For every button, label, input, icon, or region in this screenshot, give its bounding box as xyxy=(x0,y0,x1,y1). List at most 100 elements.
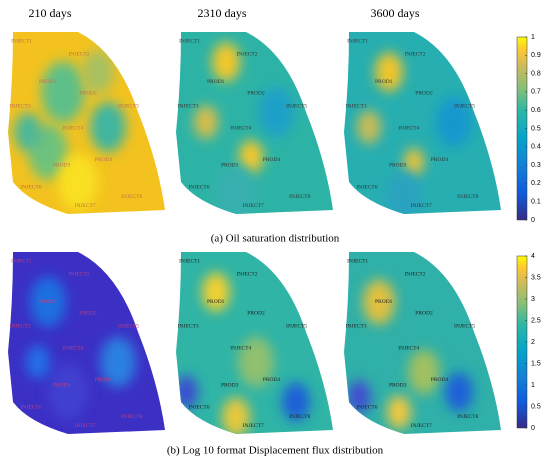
map-patch xyxy=(357,110,381,144)
well-label: PROD3 xyxy=(221,382,239,388)
map-patch xyxy=(212,42,240,82)
well-label: INJECT4 xyxy=(398,345,419,351)
colorbar-tick-label: 0.6 xyxy=(531,107,541,114)
well-label: INJECT6 xyxy=(356,185,377,191)
well-label: INJECT3 xyxy=(10,103,31,109)
colorbar-tick-label: 0 xyxy=(531,425,535,432)
well-label: INJECT3 xyxy=(178,103,199,109)
well-label: INJECT1 xyxy=(11,259,32,265)
map-patch xyxy=(82,49,114,95)
colorbar-tick-label: 0.5 xyxy=(531,125,541,132)
well-label: INJECT5 xyxy=(118,103,139,109)
well-label: PROD4 xyxy=(263,157,281,163)
well-label: PROD3 xyxy=(389,162,407,168)
field-map: INJECT1 INJECT2 PROD1 PROD2 INJECT3 INJECT5 IN… xyxy=(176,32,333,214)
map-patch xyxy=(238,336,274,388)
colorbar-tick-label: 1.5 xyxy=(531,360,541,367)
well-label: INJECT6 xyxy=(188,185,209,191)
well-label: INJECT5 xyxy=(118,323,139,329)
well-label: PROD1 xyxy=(375,79,393,85)
map-patch xyxy=(386,171,422,214)
well-label: PROD3 xyxy=(221,162,239,168)
field-map: INJECT1 INJECT2 PROD1 PROD2 INJECT3 INJECT5 IN… xyxy=(344,252,501,434)
colorbar-tick-label: 0.4 xyxy=(531,144,541,151)
column-title: 2310 days xyxy=(198,6,247,20)
map-patch xyxy=(387,395,411,429)
well-label: INJECT5 xyxy=(454,103,475,109)
column-title: 210 days xyxy=(29,6,72,20)
well-label: INJECT2 xyxy=(68,51,89,57)
well-label: PROD2 xyxy=(247,310,265,316)
well-label: PROD3 xyxy=(53,382,71,388)
well-label: INJECT1 xyxy=(347,39,368,45)
well-label: PROD4 xyxy=(95,157,113,163)
well-label: INJECT7 xyxy=(243,203,264,209)
well-label: INJECT2 xyxy=(404,271,425,277)
well-label: INJECT4 xyxy=(230,125,251,131)
map-patch xyxy=(436,96,472,148)
well-label: INJECT1 xyxy=(347,259,368,265)
well-label: INJECT5 xyxy=(286,323,307,329)
map-patch xyxy=(445,372,473,412)
well-label: PROD4 xyxy=(263,377,281,383)
map-fill xyxy=(344,252,501,434)
map-patch xyxy=(347,380,371,414)
field-map: INJECT1 INJECT2 PROD1 PROD2 INJECT3 INJECT5 IN… xyxy=(8,32,165,214)
well-label: INJECT3 xyxy=(346,323,367,329)
map-fill xyxy=(176,252,333,434)
well-label: PROD1 xyxy=(207,79,225,85)
well-label: PROD1 xyxy=(39,79,57,85)
well-label: INJECT4 xyxy=(230,345,251,351)
colorbar-tick-label: 0.3 xyxy=(531,162,541,169)
well-label: INJECT4 xyxy=(62,345,83,351)
field-map: INJECT1 INJECT2 PROD1 PROD2 INJECT3 INJECT5 IN… xyxy=(344,32,501,214)
caption: (b) Log 10 format Displacement flux dist… xyxy=(167,445,384,457)
well-label: INJECT3 xyxy=(178,323,199,329)
map-patch xyxy=(100,336,136,388)
well-label: INJECT8 xyxy=(289,414,310,420)
colorbar-tick-label: 0.2 xyxy=(531,180,541,187)
colorbar-tick-label: 0.7 xyxy=(531,89,541,96)
colorbar-tick-label: 4 xyxy=(531,253,535,260)
colorbar-tick-label: 2 xyxy=(531,339,535,346)
field-map: INJECT1 INJECT2 PROD1 PROD2 INJECT3 INJECT5 IN… xyxy=(8,252,165,434)
map-patch xyxy=(48,364,88,420)
map-patch xyxy=(363,279,395,325)
well-label: INJECT4 xyxy=(62,125,83,131)
well-label: PROD4 xyxy=(95,377,113,383)
well-label: INJECT2 xyxy=(404,51,425,57)
well-label: INJECT7 xyxy=(411,203,432,209)
map-patch xyxy=(282,382,310,422)
well-label: PROD4 xyxy=(431,157,449,163)
column-title: 3600 days xyxy=(371,6,420,20)
map-fill xyxy=(344,32,501,214)
map-patch xyxy=(41,61,85,123)
map-patch xyxy=(239,140,263,174)
well-label: PROD3 xyxy=(389,382,407,388)
colorbar-tick-label: 0.9 xyxy=(531,52,541,59)
well-label: INJECT6 xyxy=(188,405,209,411)
well-label: INJECT8 xyxy=(457,414,478,420)
colorbar-tick-label: 0.8 xyxy=(531,70,541,77)
well-label: INJECT5 xyxy=(286,103,307,109)
colorbar-tick-label: 2.5 xyxy=(531,317,541,324)
map-patch xyxy=(194,105,218,139)
well-label: PROD2 xyxy=(415,90,433,96)
map-patch xyxy=(375,52,403,92)
well-label: INJECT4 xyxy=(398,125,419,131)
well-label: INJECT7 xyxy=(75,423,96,429)
map-patch xyxy=(222,397,250,434)
map-patch xyxy=(26,345,50,379)
well-label: INJECT1 xyxy=(11,39,32,45)
colorbar-tick-label: 1 xyxy=(531,34,535,41)
well-label: INJECT3 xyxy=(10,323,31,329)
well-label: PROD2 xyxy=(415,310,433,316)
well-label: PROD2 xyxy=(247,90,265,96)
well-label: INJECT2 xyxy=(236,51,257,57)
well-label: INJECT8 xyxy=(121,414,142,420)
colorbar-tick-label: 1 xyxy=(531,382,535,389)
well-label: INJECT2 xyxy=(236,271,257,277)
map-patch xyxy=(14,112,42,152)
well-label: INJECT7 xyxy=(75,203,96,209)
